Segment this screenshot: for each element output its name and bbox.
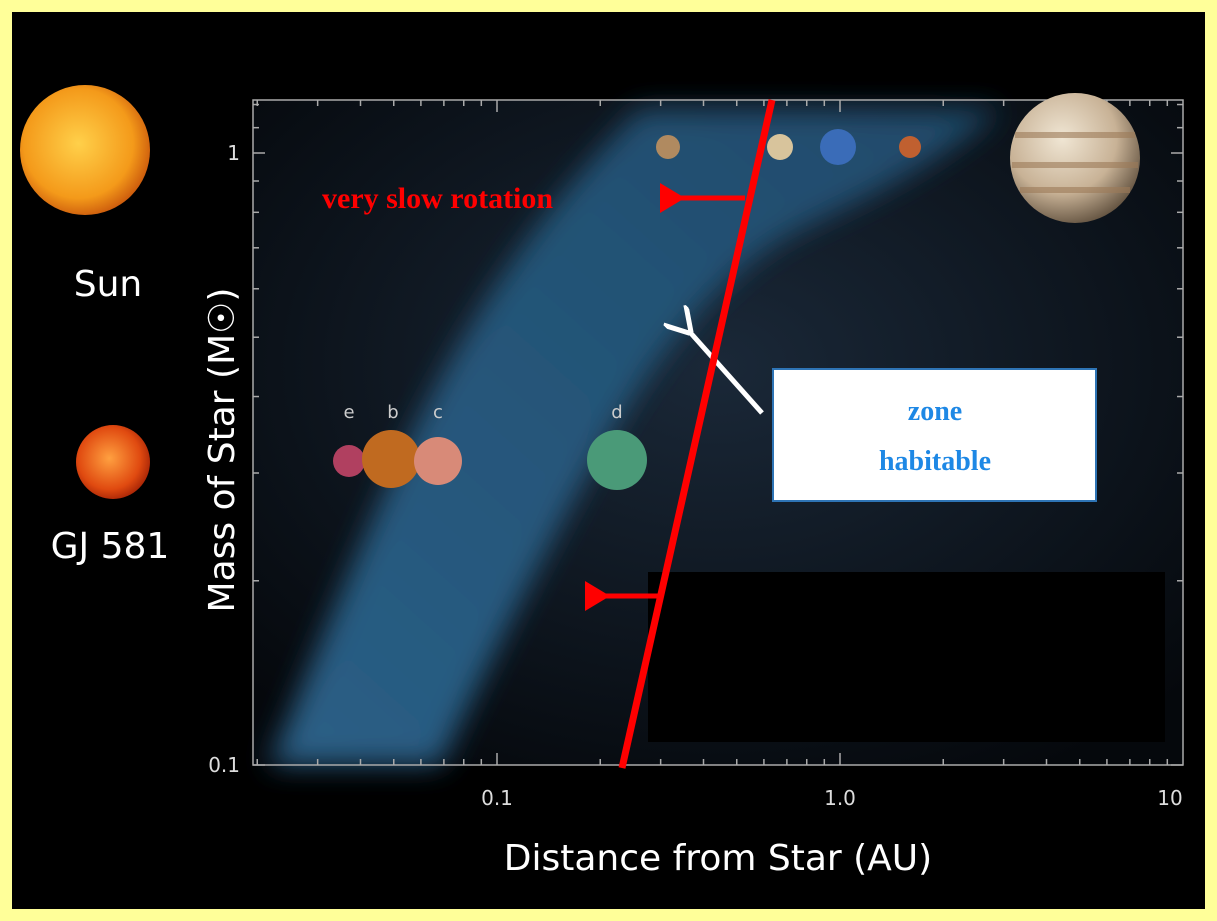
- label-box: [772, 368, 1097, 502]
- y-tick-label: 0.1: [208, 753, 240, 777]
- sun-image: [20, 85, 150, 215]
- gj581-image: [76, 425, 150, 499]
- planet: [820, 129, 856, 165]
- planet: [656, 135, 680, 159]
- x-axis-label: Distance from Star (AU): [504, 838, 932, 879]
- planet: [587, 430, 647, 490]
- x-tick-label: 1.0: [824, 786, 856, 810]
- star-label: Sun: [74, 264, 142, 305]
- planet-label: b: [387, 402, 398, 423]
- planet: [899, 136, 921, 158]
- y-tick-label: 1: [227, 141, 240, 165]
- annotation: very slow rotation: [322, 182, 553, 215]
- cover-box: [648, 572, 1165, 742]
- red-line: [618, 99, 776, 769]
- x-tick-label: 10: [1157, 786, 1182, 810]
- box-text: zone: [908, 396, 962, 427]
- axis-frame: [252, 99, 1184, 766]
- planet: [333, 445, 365, 477]
- x-tick-label: 0.1: [481, 786, 513, 810]
- planet: [767, 134, 793, 160]
- jupiter: [1010, 93, 1140, 223]
- box-text: habitable: [879, 446, 991, 477]
- planet-label: c: [433, 402, 443, 423]
- habitable-band: [270, 110, 1000, 765]
- jupiter-bands: [1012, 132, 1138, 193]
- planet-label: e: [343, 402, 354, 423]
- planet-label: d: [611, 402, 622, 423]
- y-axis-label: Mass of Star (M☉): [202, 288, 243, 613]
- white-arrow: [688, 330, 764, 415]
- star-label: GJ 581: [51, 526, 170, 567]
- planet: [362, 430, 420, 488]
- planet: [414, 437, 462, 485]
